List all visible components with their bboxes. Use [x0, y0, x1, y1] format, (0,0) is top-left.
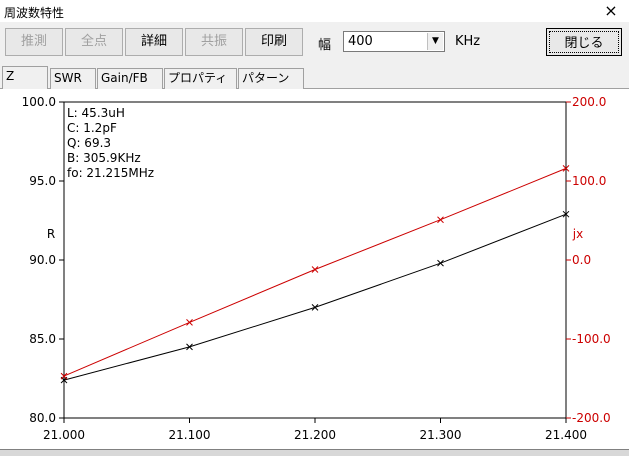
right-axis-label: jx	[572, 227, 583, 241]
tab-bar: Z SWR Gain/FB プロパティ パターン	[0, 66, 629, 90]
all-points-button[interactable]: 全点	[65, 28, 123, 56]
resistance-point	[186, 343, 193, 351]
tab-z[interactable]: Z	[2, 66, 48, 90]
parameter-readout-line: L: 45.3uH	[67, 106, 125, 120]
details-button[interactable]: 詳細	[125, 28, 183, 56]
chart-panel: 80.0 85.0 90.0 95.0 100.0 -200.0 -100.0 0.0 100…	[0, 89, 629, 449]
tab-swr[interactable]: SWR	[50, 68, 96, 89]
right-tick-label: 100.0	[572, 174, 606, 188]
reactance-point	[60, 372, 68, 380]
right-tick-label: -200.0	[572, 411, 611, 425]
right-tick-label: -100.0	[572, 332, 611, 346]
print-button[interactable]: 印刷	[245, 28, 303, 56]
estimate-button[interactable]: 推測	[5, 28, 63, 56]
impedance-chart: 80.0 85.0 90.0 95.0 100.0 -200.0 -100.0 0.0 100…	[22, 95, 611, 442]
reactance-point	[562, 165, 570, 172]
title-bar: 周波数特性 ×	[0, 0, 629, 22]
x-tick-label: 21.100	[169, 428, 211, 442]
reactance-point	[186, 319, 193, 326]
width-select-value: 400	[348, 34, 373, 49]
close-icon[interactable]: ×	[604, 1, 618, 20]
reactance-point	[437, 216, 444, 224]
x-tick-label: 21.000	[43, 428, 85, 442]
tab-pattern[interactable]: パターン	[238, 68, 304, 89]
bottom-strip	[0, 449, 629, 456]
left-tick-label: 85.0	[29, 332, 56, 346]
right-tick-label: 200.0	[572, 95, 606, 109]
left-tick-label: 95.0	[29, 174, 56, 188]
parameter-readout-line: C: 1.2pF	[67, 121, 117, 135]
right-tick-label: 0.0	[572, 253, 591, 267]
parameter-readout-line: fo: 21.215MHz	[67, 166, 154, 180]
resistance-point	[562, 210, 570, 218]
width-label: 幅	[318, 38, 332, 53]
left-tick-label: 100.0	[22, 95, 56, 109]
x-tick-label: 21.400	[545, 428, 587, 442]
parameter-readout-line: Q: 69.3	[67, 136, 111, 150]
left-tick-label: 80.0	[29, 411, 56, 425]
width-select[interactable]: 400 ▼	[343, 31, 445, 52]
tab-gain-fb[interactable]: Gain/FB	[97, 68, 163, 89]
left-tick-label: 90.0	[29, 253, 56, 267]
resistance-point	[437, 259, 444, 267]
resistance-point	[311, 304, 319, 311]
plot-area	[63, 101, 567, 419]
close-button[interactable]: 閉じる	[546, 28, 622, 56]
x-tick-label: 21.300	[420, 428, 462, 442]
left-axis-label: R	[47, 227, 55, 241]
parameter-readout-line: B: 305.9KHz	[67, 151, 141, 165]
tab-properties[interactable]: プロパティ	[164, 68, 237, 89]
toolbar: 推測 全点 詳細 共振 印刷 幅 400 ▼ KHz 閉じる	[0, 24, 629, 60]
window-title: 周波数特性	[4, 6, 65, 20]
width-unit-label: KHz	[455, 34, 481, 49]
reactance-point	[311, 266, 319, 273]
resonance-button[interactable]: 共振	[185, 28, 243, 56]
x-tick-label: 21.200	[294, 428, 336, 442]
chevron-down-icon[interactable]: ▼	[427, 33, 443, 50]
